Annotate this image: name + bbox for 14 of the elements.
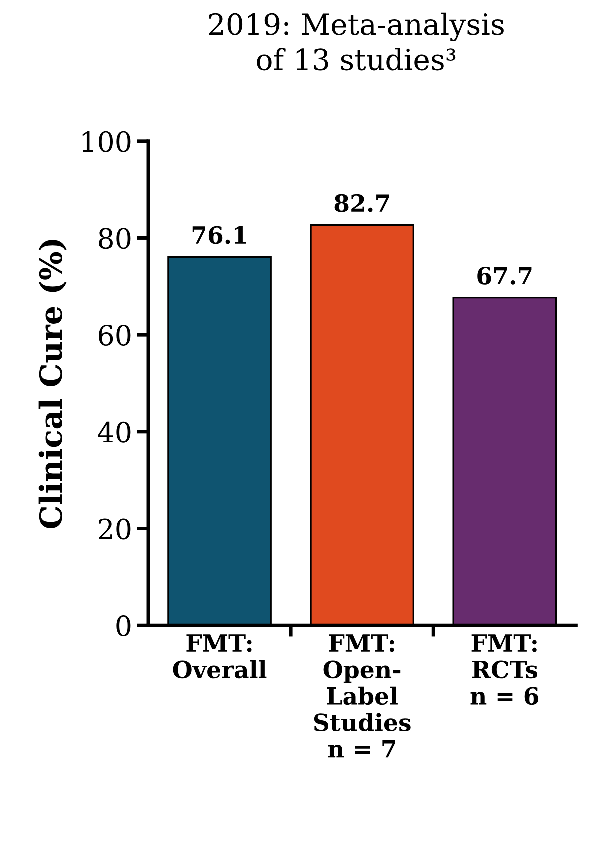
y-tick-label: 100 <box>82 131 131 152</box>
y-axis-title: Clinical Cure (%) <box>38 240 67 529</box>
data-label: 76.1 <box>192 226 246 244</box>
y-tick-label: 60 <box>99 325 131 346</box>
x-tick-label: FMT: Overall <box>173 634 267 679</box>
data-label: 82.7 <box>334 194 390 212</box>
x-tick-label: FMT: RCTs n = 6 <box>470 634 539 706</box>
y-tick-label: 40 <box>98 422 131 443</box>
chart-title: 2019: Meta-analysis of 13 studies³ <box>209 12 504 71</box>
y-tick-label: 0 <box>116 616 131 637</box>
y-tick-label: 80 <box>99 228 131 250</box>
y-tick-label: 20 <box>99 518 131 540</box>
data-label: 67.7 <box>478 267 532 285</box>
x-tick-label: FMT: Open- Label Studies n = 7 <box>314 634 411 758</box>
